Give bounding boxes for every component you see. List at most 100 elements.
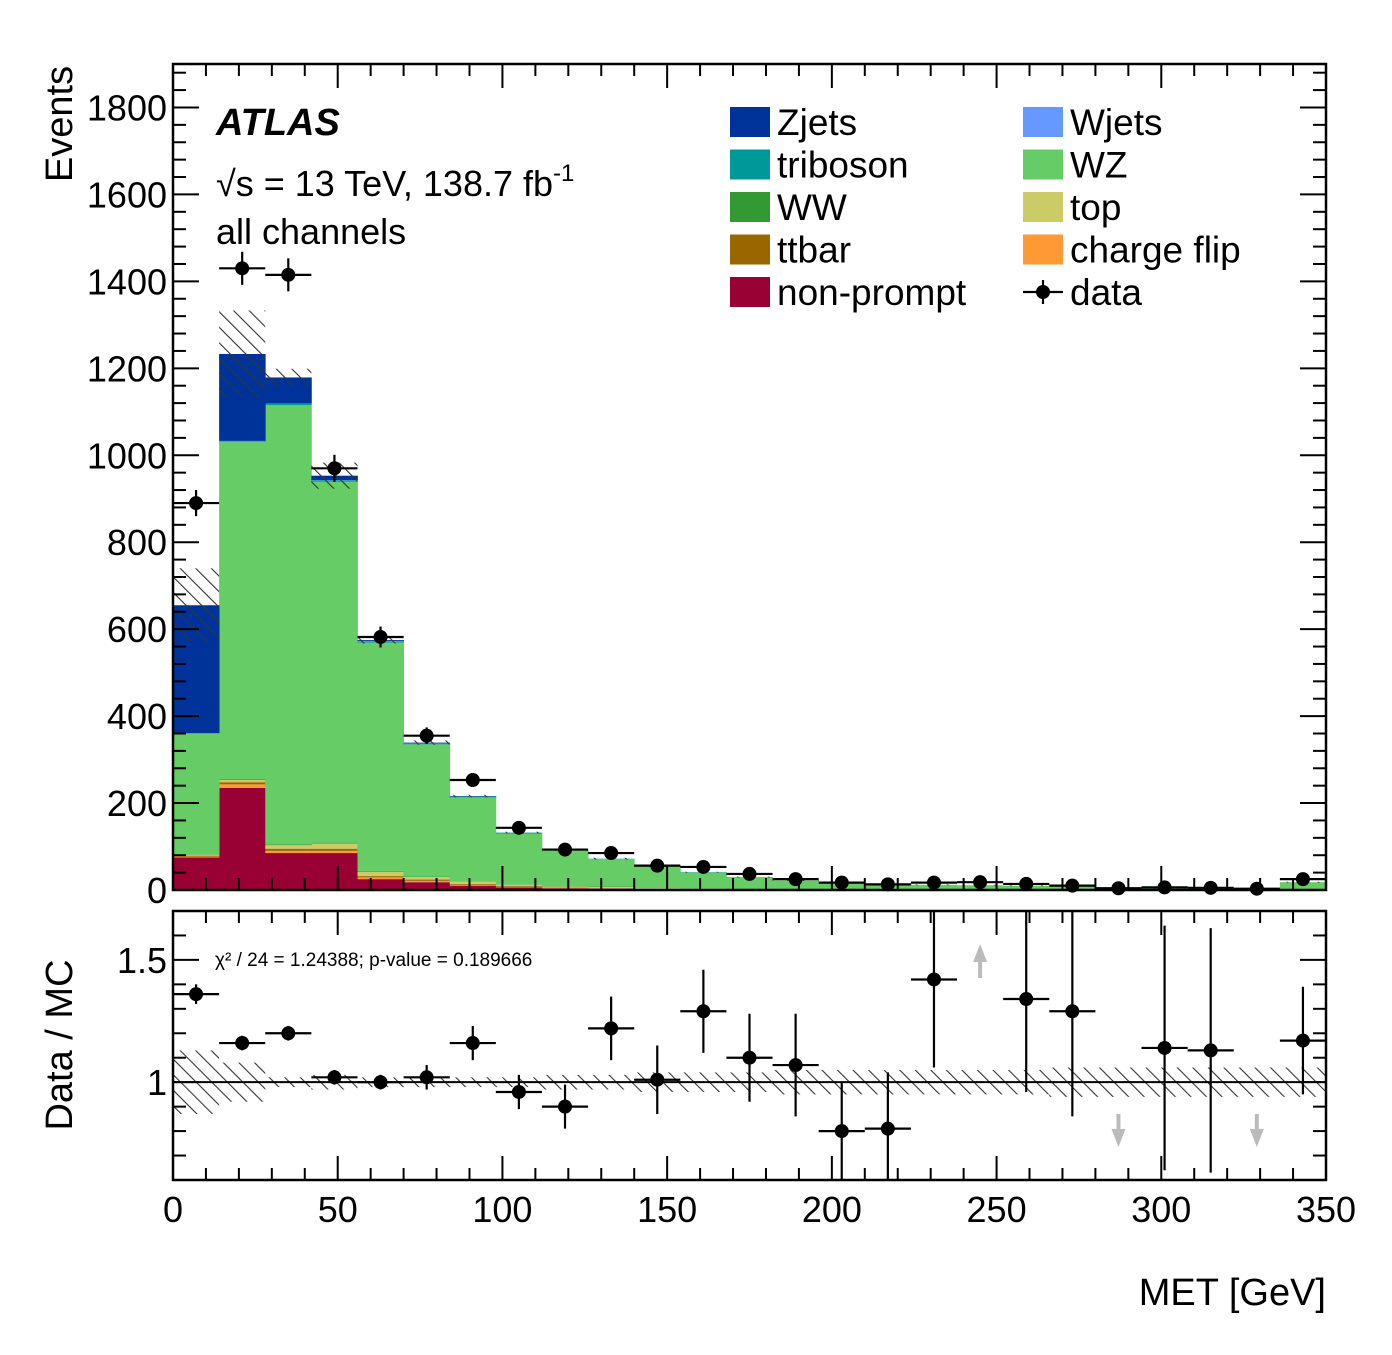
- legend-item-charge-flip: charge flip: [1023, 230, 1241, 271]
- ratio-marker: [512, 1085, 526, 1099]
- y-tick-label: 1400: [87, 261, 167, 302]
- ratio-marker: [1158, 1041, 1172, 1055]
- bar-charge-flip: [357, 877, 404, 879]
- data-marker: [327, 461, 341, 475]
- bar-charge-flip: [173, 857, 220, 858]
- bar-ttbar: [450, 884, 497, 885]
- ratio-marker: [189, 987, 203, 1001]
- bar-charge-flip: [404, 881, 451, 882]
- bar-top: [311, 843, 358, 848]
- channel-label: all channels: [216, 211, 406, 252]
- x-tick-label: 250: [967, 1189, 1027, 1230]
- ratio-point: [680, 970, 726, 1053]
- bar-charge-flip: [265, 851, 312, 853]
- ratio-point: [219, 1036, 265, 1051]
- atlas-label: ATLAS: [215, 102, 340, 144]
- ratio-marker: [927, 972, 941, 986]
- ratio-point: [1003, 911, 1049, 1092]
- bar-non-prompt: [311, 853, 358, 890]
- ratio-marker: [1296, 1034, 1310, 1048]
- bar-non-prompt: [219, 788, 266, 890]
- data-marker: [374, 630, 388, 644]
- bar-ttbar: [404, 880, 451, 881]
- legend-swatch-non-prompt: [730, 277, 770, 307]
- bar-ttbar: [219, 782, 266, 784]
- legend-label-charge-flip: charge flip: [1070, 230, 1241, 271]
- bar-WZ: [311, 482, 358, 843]
- legend-label-ttbar: ttbar: [777, 230, 851, 271]
- legend-label-top: top: [1070, 187, 1121, 228]
- data-point: [1234, 882, 1280, 896]
- data-marker: [420, 729, 434, 743]
- legend-item-triboson: triboson: [730, 145, 909, 186]
- ratio-point: [542, 1085, 588, 1129]
- ratio-marker: [420, 1070, 434, 1084]
- legend-label-non-prompt: non-prompt: [777, 272, 967, 313]
- data-point: [1142, 880, 1188, 894]
- bar-top: [357, 872, 404, 876]
- bar-WZ: [588, 859, 635, 886]
- lumi-exponent: -1: [553, 160, 574, 187]
- data-marker: [1296, 872, 1310, 886]
- data-marker: [558, 843, 572, 857]
- x-tick-label: 200: [802, 1189, 862, 1230]
- bar-charge-flip: [450, 885, 497, 886]
- legend-swatch-WW: [730, 192, 770, 222]
- bar-WZ: [450, 797, 497, 881]
- bar-WZ: [680, 873, 727, 889]
- bar-top: [450, 882, 497, 884]
- ratio-marker: [281, 1026, 295, 1040]
- data-marker: [512, 821, 526, 835]
- data-point: [265, 258, 311, 291]
- bar-top: [542, 887, 589, 888]
- legend-item-data: data: [1023, 272, 1142, 313]
- ratio-point: [173, 984, 219, 1004]
- ratio-y-axis-title: Data / MC: [39, 959, 81, 1130]
- ratio-marker: [789, 1058, 803, 1072]
- data-marker: [466, 773, 480, 787]
- legend-label-WW: WW: [777, 187, 847, 228]
- data-marker: [789, 872, 803, 886]
- bar-top: [588, 887, 635, 888]
- legend-swatch-Zjets: [730, 107, 770, 137]
- x-tick-label: 350: [1296, 1189, 1356, 1230]
- y-tick-label: 600: [107, 609, 167, 650]
- bar-triboson: [265, 404, 312, 405]
- ratio-point: [773, 1014, 819, 1117]
- ratio-point: [1188, 928, 1234, 1173]
- data-point: [450, 773, 496, 787]
- y-tick-label: 0: [147, 870, 167, 911]
- data-marker: [281, 268, 295, 282]
- energy-text: √s = 13 TeV, 138.7 fb: [216, 163, 553, 204]
- ratio-point: [911, 911, 957, 1068]
- legend-swatch-WZ: [1023, 150, 1063, 180]
- ratio-marker: [604, 1021, 618, 1035]
- ratio-point: [265, 1026, 311, 1041]
- data-marker: [696, 860, 710, 874]
- arrow-up: [973, 944, 987, 978]
- stacked-bars: [173, 354, 1326, 890]
- legend-marker-dot: [1036, 285, 1050, 299]
- bar-WW: [357, 871, 404, 872]
- data-marker: [1111, 881, 1125, 895]
- ratio-point: [450, 1026, 496, 1060]
- y-tick-label: 200: [107, 783, 167, 824]
- data-marker: [189, 496, 203, 510]
- legend-item-top: top: [1023, 187, 1121, 228]
- bar-WW: [311, 843, 358, 844]
- data-marker: [835, 876, 849, 890]
- arrow-head: [1250, 1129, 1264, 1147]
- bar-top: [404, 877, 451, 880]
- bar-WZ: [219, 442, 266, 779]
- bar-ttbar: [357, 876, 404, 877]
- ratio-marker: [1204, 1043, 1218, 1057]
- ratio-marker: [881, 1122, 895, 1136]
- data-marker: [1204, 881, 1218, 895]
- ratio-marker: [374, 1075, 388, 1089]
- arrow-head: [973, 944, 987, 962]
- legend-label-triboson: triboson: [777, 145, 909, 186]
- ratio-point: [357, 1075, 403, 1090]
